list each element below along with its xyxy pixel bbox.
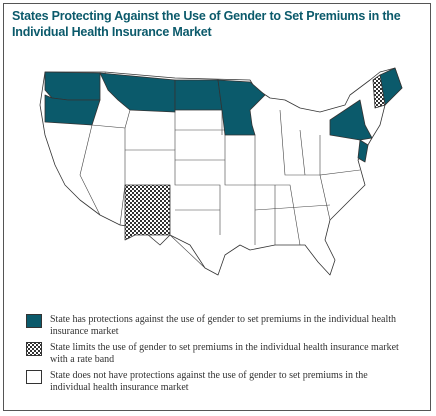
legend-label: State has protections against the use of…: [50, 314, 397, 337]
legend-label: State limits the use of gender to set pr…: [50, 342, 399, 365]
legend-swatch: [26, 370, 42, 384]
protected-states: [44, 67, 403, 163]
legend-item: State does not have protections against …: [26, 370, 406, 394]
swatch-fill: [26, 370, 42, 384]
legend-swatch: [26, 314, 42, 328]
map-title: States Protecting Against the Use of Gen…: [12, 9, 401, 39]
legend-item: State has protections against the use of…: [26, 314, 406, 338]
swatch-fill: [26, 314, 42, 328]
legend-item: State limits the use of gender to set pr…: [26, 342, 406, 366]
legend-label: State does not have protections against …: [50, 370, 368, 393]
frame: [3, 3, 431, 411]
legend-swatch: [26, 342, 42, 356]
rate-band-states: [124, 74, 386, 241]
us-map: [39, 67, 403, 276]
state-borders: [79, 71, 361, 269]
swatch-fill: [26, 342, 42, 356]
